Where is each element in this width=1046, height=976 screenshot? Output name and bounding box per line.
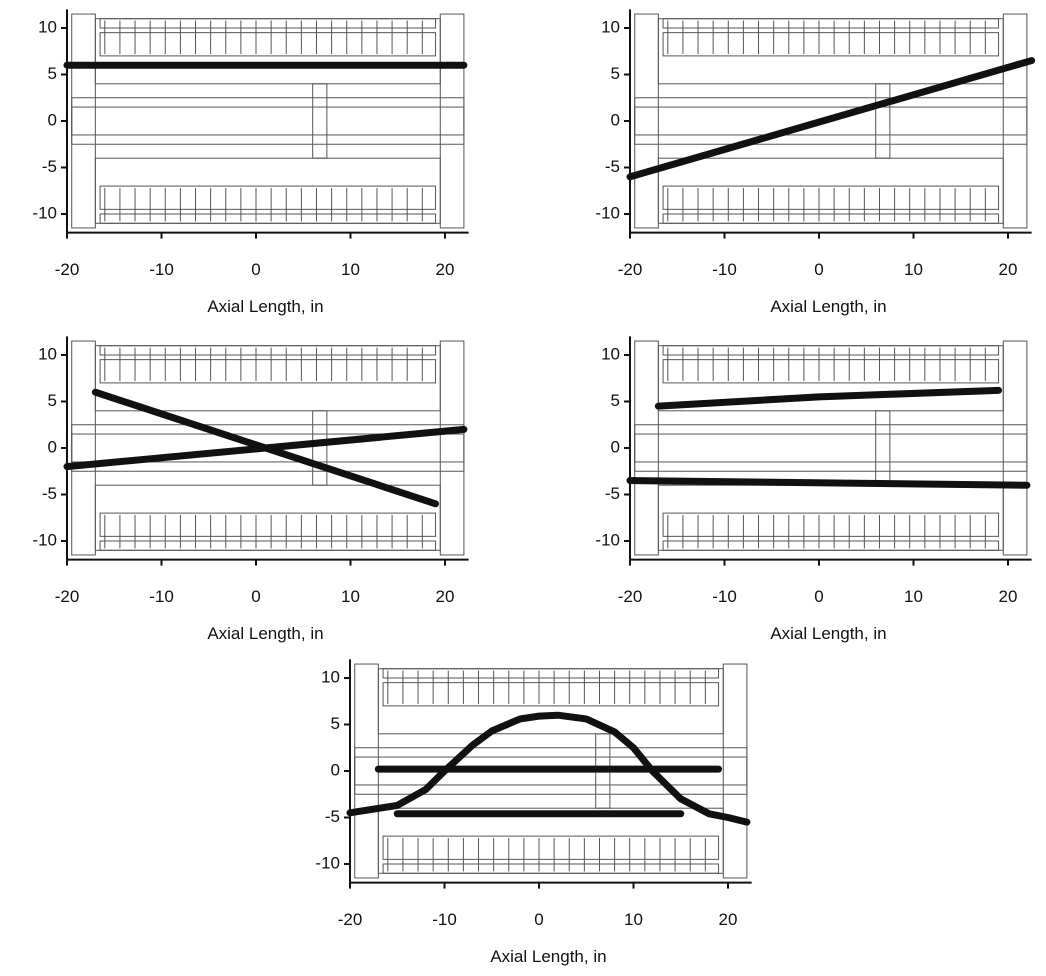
panel: -10 -5 0 5 10 -20 -10 0 10 20 Axial Length, in [595, 9, 1031, 316]
y-tick-label: 0 [611, 110, 620, 129]
schematic [723, 664, 747, 878]
y-tick-label: -10 [595, 530, 620, 549]
schematic [635, 14, 659, 228]
y-tick-label: 10 [321, 667, 340, 686]
x-tick-label: 10 [904, 587, 923, 606]
y-tick-label: 0 [611, 437, 620, 456]
schematic [313, 411, 327, 485]
y-tick-label: -5 [605, 157, 620, 176]
schematic [355, 664, 379, 878]
x-axis-label: Axial Length, in [490, 947, 606, 966]
x-tick-label: 10 [624, 910, 643, 929]
y-tick-label: -5 [605, 484, 620, 503]
schematic [313, 84, 327, 158]
y-tick-label: 5 [611, 391, 620, 410]
x-tick-label: 20 [436, 587, 455, 606]
x-tick-label: 0 [534, 910, 543, 929]
x-tick-label: -10 [149, 260, 174, 279]
data-line [630, 481, 1027, 486]
y-tick-label: -10 [32, 203, 57, 222]
y-tick-label: -5 [325, 807, 340, 826]
data-line [67, 429, 464, 466]
x-axis-label: Axial Length, in [207, 297, 323, 316]
y-tick-label: 0 [48, 110, 57, 129]
x-tick-label: 20 [999, 587, 1018, 606]
y-tick-label: 5 [48, 64, 57, 83]
x-tick-label: 10 [904, 260, 923, 279]
x-tick-label: -20 [338, 910, 363, 929]
schematic [440, 14, 464, 228]
x-tick-label: 0 [814, 587, 823, 606]
x-tick-label: 10 [341, 587, 360, 606]
y-tick-label: -10 [32, 530, 57, 549]
panel: -10 -5 0 5 10 -20 -10 0 10 20 Axial Length, in [32, 9, 468, 316]
x-tick-label: 0 [814, 260, 823, 279]
schematic [1003, 14, 1027, 228]
x-axis-label: Axial Length, in [770, 624, 886, 643]
x-tick-label: -20 [55, 260, 80, 279]
y-tick-label: 10 [601, 17, 620, 36]
y-tick-label: -10 [595, 203, 620, 222]
panel: -10 -5 0 5 10 -20 -10 0 10 20 Axial Length, in [315, 659, 751, 966]
y-tick-label: -10 [315, 853, 340, 872]
x-axis-label: Axial Length, in [770, 297, 886, 316]
x-tick-label: -20 [618, 587, 643, 606]
x-tick-label: -10 [712, 260, 737, 279]
x-tick-label: 20 [719, 910, 738, 929]
schematic [1003, 341, 1027, 555]
y-tick-label: -5 [42, 484, 57, 503]
x-tick-label: 0 [251, 260, 260, 279]
y-tick-label: 10 [38, 344, 57, 363]
x-tick-label: -20 [55, 587, 80, 606]
y-tick-label: 0 [331, 760, 340, 779]
x-tick-label: 20 [999, 260, 1018, 279]
y-tick-label: -5 [42, 157, 57, 176]
y-tick-label: 5 [611, 64, 620, 83]
data-line [630, 61, 1032, 177]
x-tick-label: 0 [251, 587, 260, 606]
data-line [658, 390, 998, 406]
x-tick-label: 10 [341, 260, 360, 279]
y-tick-label: 0 [48, 437, 57, 456]
schematic [635, 341, 659, 555]
x-tick-label: -20 [618, 260, 643, 279]
panel: -10 -5 0 5 10 -20 -10 0 10 20 Axial Length, in [32, 336, 468, 643]
schematic [440, 341, 464, 555]
panel: -10 -5 0 5 10 -20 -10 0 10 20 Axial Length, in [595, 336, 1031, 643]
schematic [72, 98, 464, 145]
x-tick-label: 20 [436, 260, 455, 279]
y-tick-label: 10 [601, 344, 620, 363]
schematic [635, 434, 1027, 462]
schematic [876, 411, 890, 485]
schematic [635, 425, 1027, 472]
x-tick-label: -10 [432, 910, 457, 929]
schematic [72, 14, 96, 228]
x-tick-label: -10 [712, 587, 737, 606]
schematic [72, 107, 464, 135]
x-tick-label: -10 [149, 587, 174, 606]
x-axis-label: Axial Length, in [207, 624, 323, 643]
y-tick-label: 10 [38, 17, 57, 36]
schematic [876, 84, 890, 158]
schematic [72, 341, 96, 555]
y-tick-label: 5 [48, 391, 57, 410]
figure: -10-50510-20-1001020Axial Length, in-10-… [0, 0, 1046, 971]
y-tick-label: 5 [331, 714, 340, 733]
